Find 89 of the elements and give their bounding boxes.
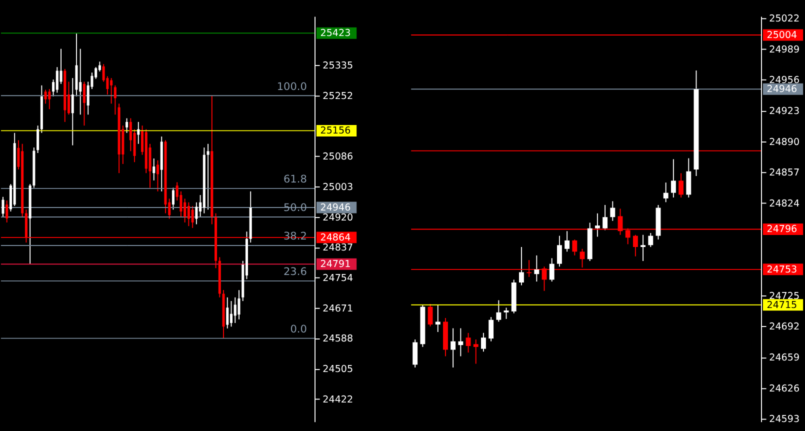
candlestick — [428, 303, 433, 327]
y-tick-label: 24692 — [769, 322, 800, 333]
candlestick — [557, 235, 562, 268]
annotation: 100.0 — [276, 80, 307, 93]
y-tick-label: 24754 — [322, 272, 354, 284]
y-tick-label: 25086 — [322, 152, 354, 163]
annotation: 0.0 — [290, 324, 307, 336]
candlestick — [48, 88, 51, 110]
ref-line-label: 24864 — [320, 232, 351, 244]
candlestick — [6, 200, 8, 223]
y-tick-label: 24422 — [322, 394, 354, 406]
ref-line-label: 25423 — [320, 28, 351, 39]
candlestick — [156, 160, 160, 192]
candlestick — [678, 172, 684, 198]
candlestick — [234, 296, 236, 324]
y-tick-label: 24671 — [322, 303, 354, 314]
candlestick — [519, 246, 524, 286]
candlestick — [549, 258, 554, 282]
candlestick — [488, 316, 494, 342]
candlestick — [126, 118, 128, 134]
candlestick — [137, 121, 140, 144]
candlestick — [648, 232, 654, 248]
candlestick — [238, 290, 240, 320]
candlestick — [481, 332, 486, 352]
candlestick — [187, 202, 190, 227]
candlestick — [670, 158, 676, 198]
candlestick — [79, 48, 82, 116]
candlestick — [572, 239, 578, 256]
y-tick-label: 24659 — [769, 352, 800, 364]
y-tick-label: 24989 — [769, 44, 800, 56]
candlestick — [450, 328, 456, 368]
ref-line-label: 24796 — [766, 224, 798, 236]
annotation: 61.8 — [284, 174, 307, 186]
candlestick — [473, 338, 478, 364]
candlestick — [458, 328, 464, 357]
y-tick-label: 24593 — [769, 414, 800, 426]
y-tick-label: 25003 — [322, 182, 354, 193]
y-tick-label: 25022 — [769, 14, 800, 25]
candlestick — [36, 125, 40, 154]
candlestick — [191, 206, 194, 228]
candlestick — [496, 300, 502, 322]
ref-line-label: 24715 — [766, 300, 798, 311]
candlestick — [412, 338, 418, 368]
y-tick-label: 24588 — [322, 334, 354, 345]
candlestick — [534, 254, 540, 282]
candlestick — [435, 304, 440, 332]
ref-line-label: 24946 — [320, 202, 351, 214]
candlestick — [2, 196, 4, 218]
ref-line-label: 24753 — [766, 264, 798, 276]
y-tick-label: 24923 — [769, 106, 800, 117]
candlestick — [71, 78, 74, 146]
y-tick-label: 24824 — [769, 198, 800, 210]
y-tick-label: 25252 — [322, 90, 354, 102]
candlestick — [206, 143, 210, 210]
candlestick — [114, 84, 116, 116]
y-tick-label: 24956 — [769, 75, 800, 86]
candlestick — [594, 212, 600, 238]
candlestick — [640, 234, 646, 262]
candlestick — [110, 78, 113, 104]
y-tick-label: 24505 — [322, 364, 354, 376]
candlestick — [632, 234, 638, 257]
y-tick-label: 25335 — [322, 60, 354, 72]
candlestick — [44, 89, 47, 104]
candlestick — [466, 332, 471, 354]
candlestick — [226, 296, 229, 329]
candlestick — [172, 187, 174, 210]
candlestick — [230, 300, 233, 328]
candlestick — [504, 307, 509, 320]
candlestick — [152, 158, 156, 181]
candlestick — [564, 230, 570, 252]
candlestick — [686, 158, 692, 198]
ref-line-label: 24791 — [320, 258, 351, 270]
ref-line-label: 25156 — [320, 126, 351, 137]
y-tick-label: 24857 — [769, 168, 800, 179]
y-tick-label: 24920 — [322, 212, 354, 224]
y-tick-label: 24890 — [769, 136, 800, 148]
candlestick — [602, 204, 608, 231]
candlestick — [129, 118, 132, 152]
y-tick-label: 24837 — [322, 242, 354, 254]
ref-line-label: 25004 — [766, 30, 798, 41]
candlestick — [82, 81, 86, 126]
ref-line-label: 24946 — [766, 84, 798, 96]
candlestick — [184, 198, 186, 223]
candlestick — [195, 202, 198, 225]
candlestick — [663, 182, 668, 203]
y-tick-label: 24626 — [769, 383, 800, 394]
candlestick — [56, 66, 58, 94]
annotation: 23.6 — [284, 266, 308, 278]
candlestick — [610, 200, 616, 222]
